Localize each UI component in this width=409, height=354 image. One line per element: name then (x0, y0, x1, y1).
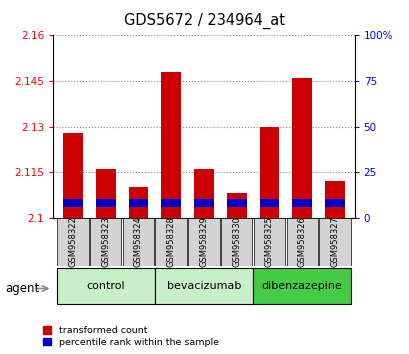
Text: GSM958323: GSM958323 (101, 216, 110, 267)
FancyBboxPatch shape (155, 268, 252, 304)
Text: GSM958329: GSM958329 (199, 216, 208, 267)
Bar (292, 78, 311, 218)
FancyBboxPatch shape (286, 218, 317, 266)
FancyBboxPatch shape (319, 218, 350, 266)
FancyBboxPatch shape (252, 268, 351, 304)
Bar (292, 200, 311, 207)
Bar (259, 200, 279, 207)
Bar (194, 200, 213, 207)
Bar (324, 181, 344, 218)
FancyBboxPatch shape (155, 218, 187, 266)
Bar (226, 193, 246, 218)
Bar (324, 200, 344, 207)
Text: GSM958328: GSM958328 (166, 216, 175, 267)
FancyBboxPatch shape (122, 218, 154, 266)
FancyBboxPatch shape (188, 218, 219, 266)
FancyBboxPatch shape (90, 218, 121, 266)
Bar (259, 126, 279, 218)
Text: GSM958326: GSM958326 (297, 216, 306, 267)
Text: GSM958324: GSM958324 (134, 216, 143, 267)
Text: control: control (86, 281, 125, 291)
Text: GDS5672 / 234964_at: GDS5672 / 234964_at (124, 12, 285, 29)
Text: GSM958330: GSM958330 (231, 216, 240, 267)
Text: agent: agent (5, 282, 40, 295)
Text: GSM958325: GSM958325 (264, 216, 273, 267)
Text: GSM958322: GSM958322 (68, 216, 77, 267)
Bar (96, 169, 115, 218)
Bar (194, 169, 213, 218)
Text: bevacizumab: bevacizumab (166, 281, 240, 291)
FancyBboxPatch shape (56, 268, 155, 304)
Text: GSM958327: GSM958327 (330, 216, 339, 267)
Text: dibenzazepine: dibenzazepine (261, 281, 342, 291)
Bar (226, 200, 246, 207)
FancyBboxPatch shape (57, 218, 88, 266)
Legend: transformed count, percentile rank within the sample: transformed count, percentile rank withi… (42, 325, 219, 348)
Bar (161, 200, 181, 207)
Bar (63, 133, 83, 218)
Bar (96, 200, 115, 207)
FancyBboxPatch shape (253, 218, 285, 266)
Bar (63, 200, 83, 207)
FancyBboxPatch shape (220, 218, 252, 266)
Bar (161, 72, 181, 218)
Bar (128, 187, 148, 218)
Bar (128, 200, 148, 207)
